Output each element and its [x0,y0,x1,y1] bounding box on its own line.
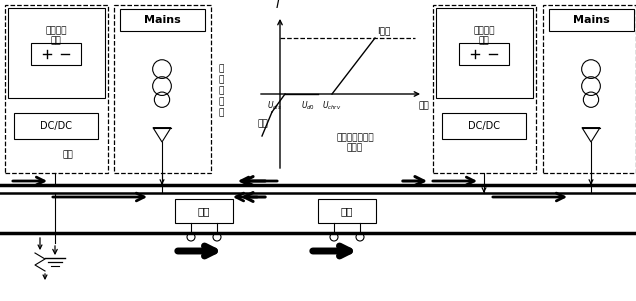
Text: $U_{d0}$: $U_{d0}$ [301,100,315,113]
Text: Mains: Mains [572,15,609,25]
Text: 牒
引
变
电
所: 牒 引 变 电 所 [635,64,636,118]
Bar [433,5,536,173]
Bar [318,199,376,223]
Text: 电池储能系统控
制特性: 电池储能系统控 制特性 [336,133,374,153]
Bar [8,8,105,98]
Bar [442,113,526,139]
Text: 充电: 充电 [418,101,429,110]
Bar [543,5,636,173]
Text: 牒
引
变
电
所: 牒 引 变 电 所 [218,64,224,118]
Text: 电池储能
系统: 电池储能 系统 [45,26,67,46]
Text: $U_{chrv}$: $U_{chrv}$ [322,100,342,113]
Text: Mains: Mains [144,15,181,25]
Text: I充电: I充电 [377,26,391,35]
Bar [31,43,81,65]
Text: DC/DC: DC/DC [468,121,500,131]
Bar [436,8,533,98]
Bar [175,199,233,223]
Text: 电池储能
系统: 电池储能 系统 [473,26,495,46]
Bar [459,43,509,65]
Bar [5,5,108,173]
Text: $U_{dis}$: $U_{dis}$ [267,100,282,113]
Bar [120,9,205,31]
Text: 制动: 制动 [341,206,353,216]
Polygon shape [582,128,600,142]
Bar [549,9,634,31]
Text: 牒引: 牒引 [198,206,211,216]
Text: 放电: 放电 [62,150,73,160]
Bar [114,5,211,173]
Text: I: I [276,0,280,11]
Text: DC/DC: DC/DC [40,121,72,131]
Text: 放电: 放电 [258,119,269,129]
Polygon shape [153,128,171,142]
Bar [14,113,98,139]
